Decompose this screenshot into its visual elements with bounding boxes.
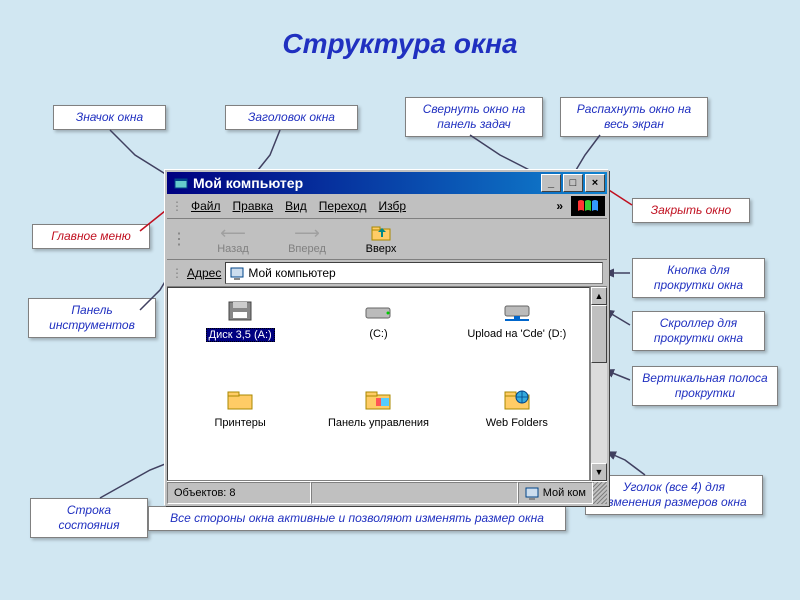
nav-up-button[interactable]: Вверх [353,223,409,255]
menu-go[interactable]: Переход [313,197,373,215]
drive-floppy[interactable]: Диск 3,5 (A:) [172,296,308,383]
scroll-up-button[interactable]: ▲ [591,287,607,305]
address-label: Адрес [187,266,221,280]
folder-printers[interactable]: Принтеры [172,385,308,472]
callout-toolbar: Панель инструментов [28,298,156,338]
icon-area[interactable]: Диск 3,5 (A:) (C:) Upload на 'Cde' (D:) … [167,287,590,481]
address-field[interactable]: Мой компьютер [225,262,603,284]
web-folder-icon [500,385,534,415]
computer-icon [230,266,244,280]
menubar: ⋮ Файл Правка Вид Переход Избр » [167,194,607,219]
callout-scroll-thumb: Скроллер для прокрутки окна [632,311,765,351]
callout-maximize: Распахнуть окно на весь экран [560,97,708,137]
menu-overflow-icon[interactable]: » [552,199,567,213]
menu-edit[interactable]: Правка [227,197,280,215]
page-title: Структура окна [0,28,800,60]
icon-label: Принтеры [215,417,266,429]
computer-icon [525,486,539,500]
hdd-icon [361,296,395,326]
drive-d-network[interactable]: Upload на 'Cde' (D:) [449,296,585,383]
icon-label: Upload на 'Cde' (D:) [467,328,566,340]
scroll-down-button[interactable]: ▼ [591,463,607,481]
windows-logo-icon [571,196,605,216]
minimize-button[interactable]: _ [541,174,561,192]
folder-web[interactable]: Web Folders [449,385,585,472]
folder-up-icon [370,223,392,243]
maximize-button[interactable]: □ [563,174,583,192]
callout-scroll-bar: Вертикальная полоса прокрутки [632,366,778,406]
window: Мой компьютер _ □ × ⋮ Файл Правка Вид Пе… [165,170,609,506]
callout-resize-corner: Уголок (все 4) для изменения размеров ок… [585,475,763,515]
callout-close: Закрыть окно [632,198,750,223]
addressbar: ⋮ Адрес Мой компьютер [167,260,607,287]
status-zone: Мой ком [518,482,593,504]
callout-window-icon: Значок окна [53,105,166,130]
netdrive-icon [500,296,534,326]
close-button[interactable]: × [585,174,605,192]
callout-statusbar: Строка состояния [30,498,148,538]
callout-scroll-btn: Кнопка для прокрутки окна [632,258,765,298]
floppy-icon [223,296,257,326]
toolbar: ⋮ ⟵ Назад ⟶ Вперед Вверх [167,219,607,260]
statusbar: Объектов: 8 Мой ком [167,481,607,504]
window-system-icon[interactable] [173,175,189,191]
icon-label: Панель управления [328,417,429,429]
scroll-thumb[interactable] [591,305,607,363]
icon-label: Диск 3,5 (A:) [206,328,275,342]
forward-arrow-icon: ⟶ [296,223,318,243]
vertical-scrollbar[interactable]: ▲ ▼ [590,287,607,481]
address-value: Мой компьютер [248,266,335,280]
icon-label: Web Folders [486,417,548,429]
menu-fav[interactable]: Избр [372,197,412,215]
drive-c[interactable]: (C:) [310,296,446,383]
callout-resize-edges: Все стороны окна активные и позволяют из… [148,506,566,531]
callout-minimize: Свернуть окно на панель задач [405,97,543,137]
nav-forward-button: ⟶ Вперед [279,223,335,255]
menu-file[interactable]: Файл [185,197,227,215]
icon-label: (C:) [369,328,387,340]
titlebar[interactable]: Мой компьютер _ □ × [167,172,607,194]
control-panel-icon [361,385,395,415]
callout-window-title: Заголовок окна [225,105,358,130]
status-objects: Объектов: 8 [167,482,311,504]
folder-icon [223,385,257,415]
status-middle [311,482,518,504]
back-arrow-icon: ⟵ [222,223,244,243]
nav-back-button: ⟵ Назад [205,223,261,255]
resize-grip[interactable] [593,482,607,504]
scroll-track[interactable] [591,363,607,463]
menu-view[interactable]: Вид [279,197,313,215]
folder-control-panel[interactable]: Панель управления [310,385,446,472]
callout-mainmenu: Главное меню [32,224,150,249]
window-title-text: Мой компьютер [193,175,539,191]
